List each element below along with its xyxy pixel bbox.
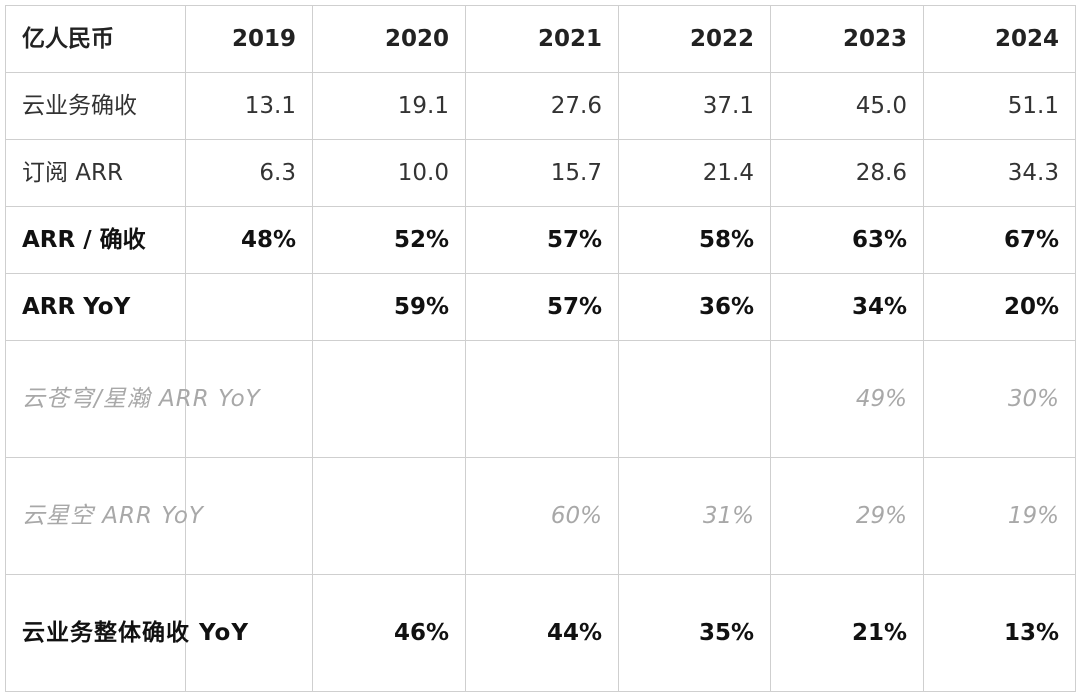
cell-2024: 51.1 (923, 72, 1076, 140)
cell-2022: 35% (618, 574, 771, 692)
cell-2020 (312, 340, 466, 458)
row-label: 云业务确收 (5, 72, 186, 140)
cell-2022: 36% (618, 273, 771, 341)
cell-2020: 59% (312, 273, 466, 341)
row-label: 订阅 ARR (5, 139, 186, 207)
row-arr-yoy: ARR YoY 59% 57% 36% 34% 20% (5, 273, 1076, 341)
header-year-2019: 2019 (185, 5, 313, 73)
cell-2022: 21.4 (618, 139, 771, 207)
cell-2023: 29% (770, 457, 924, 575)
financial-table: 亿人民币 2019 2020 2021 2022 2023 2024 云业务确收… (5, 5, 1076, 692)
cell-2022: 31% (618, 457, 771, 575)
cell-2023: 21% (770, 574, 924, 692)
cell-2019: 48% (185, 206, 313, 274)
cell-2022: 37.1 (618, 72, 771, 140)
cell-2021: 57% (465, 206, 619, 274)
header-year-2021: 2021 (465, 5, 619, 73)
cell-2024: 19% (923, 457, 1076, 575)
row-label: 云业务整体确收 YoY (5, 574, 248, 692)
cell-2021: 57% (465, 273, 619, 341)
row-cloud-revenue: 云业务确收 13.1 19.1 27.6 37.1 45.0 51.1 (5, 72, 1076, 140)
header-year-2023: 2023 (770, 5, 924, 73)
cell-2020: 10.0 (312, 139, 466, 207)
header-unit-label: 亿人民币 (5, 5, 186, 73)
header-year-2022: 2022 (618, 5, 771, 73)
cell-2019 (185, 574, 313, 692)
cell-2019: 13.1 (185, 72, 313, 140)
cell-2019 (185, 457, 313, 575)
header-year-2020: 2020 (312, 5, 466, 73)
cell-2019 (185, 273, 313, 341)
cell-2022 (618, 340, 771, 458)
cell-2020: 19.1 (312, 72, 466, 140)
cell-2023: 34% (770, 273, 924, 341)
cell-2023: 49% (770, 340, 924, 458)
header-year-2024: 2024 (923, 5, 1076, 73)
row-subscription-arr: 订阅 ARR 6.3 10.0 15.7 21.4 28.6 34.3 (5, 139, 1076, 207)
cell-2019: 6.3 (185, 139, 313, 207)
cell-2024: 13% (923, 574, 1076, 692)
cell-2024: 30% (923, 340, 1076, 458)
cell-2024: 67% (923, 206, 1076, 274)
cell-2020 (312, 457, 466, 575)
row-arr-to-revenue: ARR / 确收 48% 52% 57% 58% 63% 67% (5, 206, 1076, 274)
cell-2023: 28.6 (770, 139, 924, 207)
cell-2021: 44% (465, 574, 619, 692)
cell-2020: 46% (312, 574, 466, 692)
row-cloud-total-revenue-yoy: 云业务整体确收 YoY 46% 44% 35% 21% 13% (5, 574, 1076, 692)
cell-2021 (465, 340, 619, 458)
row-label: ARR / 确收 (5, 206, 186, 274)
cell-2021: 27.6 (465, 72, 619, 140)
cell-2023: 45.0 (770, 72, 924, 140)
cell-2022: 58% (618, 206, 771, 274)
cell-2024: 34.3 (923, 139, 1076, 207)
cell-2021: 15.7 (465, 139, 619, 207)
header-row: 亿人民币 2019 2020 2021 2022 2023 2024 (5, 5, 1076, 73)
row-xingkong-arr-yoy: 云星空 ARR YoY 60% 31% 29% 19% (5, 457, 1076, 575)
cell-2021: 60% (465, 457, 619, 575)
cell-2019 (185, 340, 313, 458)
cell-2020: 52% (312, 206, 466, 274)
row-label: ARR YoY (5, 273, 186, 341)
cell-2023: 63% (770, 206, 924, 274)
row-cangqiong-arr-yoy: 云苍穹/星瀚 ARR YoY 49% 30% (5, 340, 1076, 458)
cell-2024: 20% (923, 273, 1076, 341)
row-label: 云苍穹/星瀚 ARR YoY (5, 340, 260, 458)
row-label: 云星空 ARR YoY (5, 457, 203, 575)
